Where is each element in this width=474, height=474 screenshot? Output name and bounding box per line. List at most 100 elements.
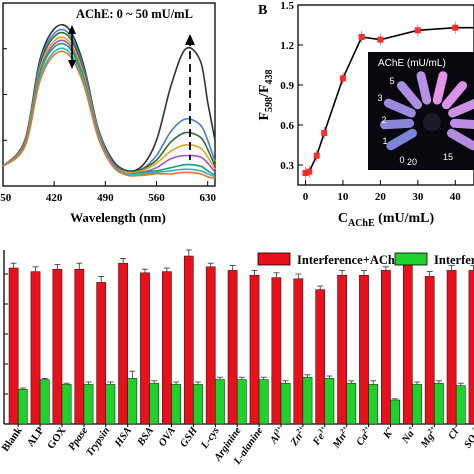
bar-interference-ache xyxy=(315,289,326,425)
panel-c-category-label: Blank xyxy=(0,425,25,453)
bar-interference xyxy=(434,382,444,425)
panel-b-x-tick-label: 10 xyxy=(337,191,349,203)
bar-interference xyxy=(215,379,225,425)
bar-interference-ache xyxy=(8,267,19,425)
panel-b-y-axis-title: F598/F438 xyxy=(257,69,275,120)
bar-interference xyxy=(258,379,269,425)
panel-c-category-label: K+ xyxy=(379,424,397,441)
panel-c-category-label: GSH xyxy=(178,425,200,450)
panel-b-line xyxy=(305,26,474,174)
panel-c-category-label: ALP xyxy=(26,425,47,449)
panel-b-point xyxy=(321,130,328,136)
panel-b-x-tick-label: 0 xyxy=(303,191,309,203)
panel-c-category-label: Mn2+ xyxy=(329,424,353,451)
panel-b-y-tick-label: 1.2 xyxy=(280,40,294,52)
bar-interference-ache xyxy=(162,271,172,425)
bar-interference-ache xyxy=(402,264,413,425)
bar-interference xyxy=(171,384,181,425)
panel-c-category-label: BSA xyxy=(135,425,156,448)
bar-interference xyxy=(280,382,291,425)
bar-interference-ache xyxy=(359,274,369,425)
inset-tube xyxy=(396,81,423,110)
spectrum-curve-6 xyxy=(2,47,216,178)
panel-b-plot-frame xyxy=(297,4,474,186)
inset-tube-label: 0 xyxy=(399,155,404,165)
spectrum-curve-7 xyxy=(2,50,216,180)
inset-tubes: 0 1 2 35 20 15 xyxy=(377,71,474,167)
inset-tube-label: 2 xyxy=(381,115,386,125)
inset-tube-label: 5 xyxy=(389,76,394,86)
inset-tube xyxy=(416,71,432,105)
bar-interference xyxy=(455,385,466,425)
panel-b-point xyxy=(414,27,421,34)
panel-b-point xyxy=(339,75,346,82)
bar-interference-ache xyxy=(52,268,63,425)
inset-tube xyxy=(449,118,474,130)
legend-label-red: Interference+AChE xyxy=(297,253,403,267)
bar-interference-ache xyxy=(118,262,128,425)
inset-tube xyxy=(380,118,415,130)
panel-b-y-tick-label: 0.9 xyxy=(280,80,294,92)
bar-interference-ache xyxy=(446,270,457,425)
bar-interference-ache xyxy=(337,274,347,425)
spectrum-curve-0 xyxy=(2,23,216,173)
panel-b-letter: B xyxy=(258,3,267,18)
legend-swatch-red xyxy=(257,252,291,266)
panel-a-down-arrowhead-icon xyxy=(68,60,76,69)
panel-b-x-tick-label: 30 xyxy=(412,191,424,203)
panel-c-category-label: SO42- xyxy=(461,424,474,452)
panel-a-x-tick-label: 490 xyxy=(97,192,114,204)
inset-tube xyxy=(386,128,418,151)
bar-interference xyxy=(39,379,50,425)
bar-interference xyxy=(61,384,72,425)
inset-tube xyxy=(448,98,474,118)
inset-tube xyxy=(446,128,474,151)
panel-b-point xyxy=(313,152,320,159)
panel-a-x-tick-label: 420 xyxy=(46,192,63,204)
bar-interference-ache xyxy=(74,268,85,425)
bar-interference-ache xyxy=(227,270,238,425)
legend-label-green: Interference xyxy=(434,253,474,267)
panel-b-point xyxy=(452,24,459,31)
bar-interference xyxy=(390,399,400,425)
bar-interference-ache xyxy=(424,276,435,425)
panel-c-category-label: Fe3+ xyxy=(309,424,331,448)
inset-tube xyxy=(432,71,448,105)
bar-interference-ache xyxy=(96,282,107,425)
panel-a-x-tick-label: 630 xyxy=(199,192,216,204)
bar-interference xyxy=(17,388,28,425)
bar-interference xyxy=(236,379,247,425)
panel-c-category-label: Cl- xyxy=(445,424,463,442)
inset-tube xyxy=(383,98,416,118)
panel-c-category-label: Ca2+ xyxy=(353,424,375,448)
panel-a-x-ticks: 350 420 490 560 630 xyxy=(0,48,216,204)
bar-interference xyxy=(346,382,357,425)
inset-tube xyxy=(441,81,468,110)
inset-title: AChE (mU/mL) xyxy=(378,58,446,69)
panel-b-series xyxy=(302,21,474,179)
panel-b-point xyxy=(306,168,313,175)
bar-interference xyxy=(83,384,94,425)
inset-tube-label: 3 xyxy=(377,93,382,103)
bar-interference-ache xyxy=(140,272,150,425)
panel-c-category-label: OVA xyxy=(157,425,178,448)
panel-b-tube-photo-inset: AChE (mU/mL) 0 1 2 35 20 15 xyxy=(368,52,474,170)
panel-a-annotation: AChE: 0 ~ 50 mU/mL xyxy=(76,7,193,21)
panel-c-category-label: GOX xyxy=(46,425,69,451)
bar-interference xyxy=(105,384,116,425)
panel-b-y-tick-label: 0.3 xyxy=(280,160,294,172)
panel-a-up-arrowhead-icon xyxy=(68,25,76,34)
panel-a-x-tick-label: 560 xyxy=(148,192,165,204)
panel-a-x-axis-title: Wavelength (nm) xyxy=(70,210,166,225)
panel-b-ratio-chart: B 0.30.60.91.21.50 10 20 30 40 AChE (mU/mL) … xyxy=(257,0,474,229)
panel-b-y-tick-label: 0.6 xyxy=(280,120,294,132)
panel-c-y-ticks xyxy=(4,273,8,395)
bar-interference-ache xyxy=(183,255,194,425)
bar-interference xyxy=(412,384,422,425)
panel-c-category-label: Na+ xyxy=(398,424,419,446)
bar-interference-ache xyxy=(249,274,260,425)
panel-b-point xyxy=(302,170,309,176)
